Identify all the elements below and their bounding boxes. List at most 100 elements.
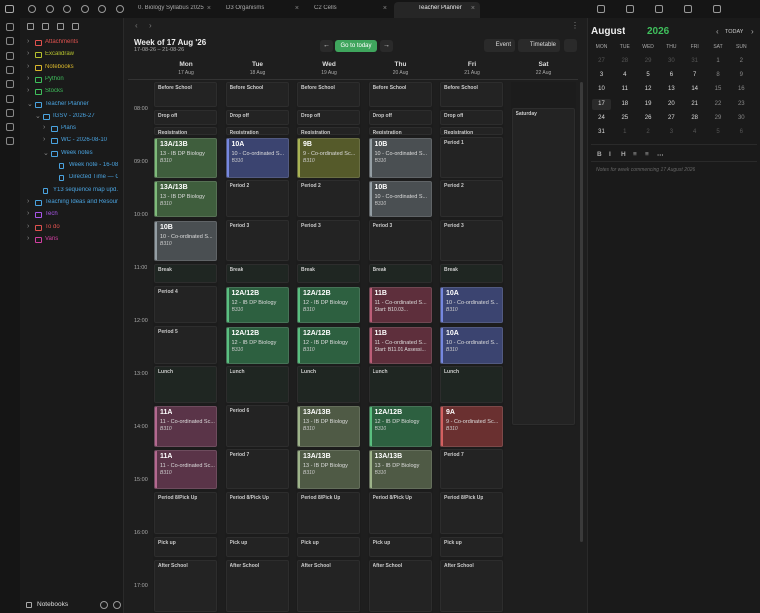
event-button[interactable]: Event bbox=[484, 39, 515, 52]
event-card[interactable]: 13A/13B 13 - IB DP Biology B310 bbox=[154, 181, 217, 217]
tree-item[interactable]: › Attachments bbox=[27, 38, 118, 49]
period-slot[interactable]: Break bbox=[225, 264, 289, 283]
period-slot[interactable]: Saturday bbox=[511, 108, 575, 425]
period-slot[interactable]: Registration bbox=[225, 127, 289, 135]
rail-icon[interactable] bbox=[6, 23, 14, 31]
period-slot[interactable]: Period 2 bbox=[297, 180, 360, 217]
event-card[interactable]: 13A/13B 13 - IB DP Biology B310 bbox=[154, 138, 217, 178]
tree-item[interactable]: › Stocks bbox=[27, 87, 118, 98]
event-card[interactable]: 12A/12B 12 - IB DP Biology B310 bbox=[368, 406, 432, 447]
rail-icon[interactable] bbox=[6, 51, 14, 60]
period-slot[interactable]: Drop off bbox=[154, 110, 217, 125]
period-slot[interactable]: Period 8/Pick Up bbox=[440, 492, 503, 534]
period-slot[interactable]: Break bbox=[297, 264, 360, 283]
calendar-day[interactable]: 20 bbox=[668, 100, 675, 107]
event-card[interactable]: 13A/13B 13 - IB DP Biology B310 bbox=[297, 450, 360, 489]
calendar-day[interactable]: 1 bbox=[716, 58, 720, 64]
bookmark-icon[interactable] bbox=[45, 5, 54, 13]
period-slot[interactable]: Period 8/Pick Up bbox=[297, 492, 360, 534]
period-slot[interactable]: Drop off bbox=[368, 110, 432, 125]
event-card[interactable]: 10B 10 - Co-ordinated S... B310 bbox=[368, 181, 432, 217]
period-slot[interactable]: Before School bbox=[154, 82, 217, 107]
event-card[interactable]: 11A 11 - Co-ordinated Sc... B310 bbox=[154, 406, 217, 447]
period-slot[interactable]: Period 2 bbox=[440, 180, 503, 217]
tab[interactable]: Teacher Planner × bbox=[394, 2, 480, 18]
tab-close[interactable]: × bbox=[294, 5, 299, 12]
period-slot[interactable]: Pick up bbox=[297, 537, 360, 557]
event-card[interactable]: 11B 11 - Co-ordinated S... Start: B10.03..… bbox=[368, 287, 432, 323]
event-card[interactable]: 12A/12B 12 - IB DP Biology B310 bbox=[225, 287, 289, 323]
period-slot[interactable]: Period 1 bbox=[440, 137, 503, 178]
period-slot[interactable]: Lunch bbox=[154, 366, 217, 403]
tab-close[interactable]: × bbox=[382, 5, 387, 12]
sidebar-tool[interactable] bbox=[27, 23, 34, 30]
tree-item[interactable]: › Teaching Ideas and Resour... bbox=[27, 198, 118, 209]
calendar-day[interactable]: 5 bbox=[716, 129, 720, 135]
prev-week[interactable]: ← bbox=[320, 40, 333, 52]
period-slot[interactable]: Pick up bbox=[368, 537, 432, 557]
calendar-day[interactable]: 2 bbox=[646, 129, 650, 135]
period-slot[interactable]: Lunch bbox=[440, 366, 503, 403]
calendar-day[interactable]: 31 bbox=[691, 58, 699, 64]
rail-icon[interactable] bbox=[6, 80, 14, 89]
format-button[interactable]: B bbox=[597, 151, 602, 158]
period-slot[interactable]: Lunch bbox=[368, 366, 432, 403]
settings-button[interactable] bbox=[564, 39, 577, 52]
format-button[interactable]: I bbox=[609, 151, 611, 158]
next-month[interactable]: › bbox=[751, 27, 754, 36]
rail-icon[interactable] bbox=[6, 37, 14, 46]
format-button[interactable]: ≡ bbox=[645, 151, 649, 158]
period-slot[interactable]: After School bbox=[297, 560, 360, 612]
rail-icon[interactable] bbox=[6, 123, 14, 132]
plugin-icon[interactable] bbox=[115, 5, 124, 13]
calendar-day[interactable]: 28 bbox=[621, 58, 629, 64]
calendar-day[interactable]: 29 bbox=[644, 58, 652, 64]
tree-item[interactable]: ⌄ Teacher Planner bbox=[27, 100, 118, 111]
sidebar-toggle[interactable] bbox=[5, 5, 14, 13]
help-icon[interactable] bbox=[100, 601, 108, 609]
tab[interactable]: D3 Organisms × bbox=[218, 2, 304, 18]
calendar-day[interactable]: 8 bbox=[716, 72, 720, 79]
event-card[interactable]: 10B 10 - Co-ordinated S... B310 bbox=[154, 221, 217, 261]
tree-item[interactable]: Directed Time — Gui... bbox=[51, 173, 118, 184]
period-slot[interactable]: Registration bbox=[440, 127, 503, 135]
period-slot[interactable]: Drop off bbox=[297, 110, 360, 125]
period-slot[interactable]: Before School bbox=[297, 82, 360, 107]
period-slot[interactable]: Period 3 bbox=[368, 220, 432, 261]
today-button[interactable]: Go to today bbox=[335, 40, 377, 52]
calendar-day[interactable]: 25 bbox=[621, 114, 629, 121]
sidebar-tool[interactable] bbox=[57, 23, 64, 30]
calendar-day[interactable]: 22 bbox=[714, 100, 722, 107]
period-slot[interactable]: Period 4 bbox=[154, 286, 217, 323]
period-slot[interactable]: Before School bbox=[225, 82, 289, 107]
calendar-day[interactable]: 19 bbox=[644, 100, 652, 107]
settings-icon[interactable] bbox=[113, 601, 121, 609]
calendar-day[interactable]: 17 bbox=[592, 98, 611, 110]
calendar-day[interactable]: 12 bbox=[644, 86, 652, 93]
calendar-day[interactable]: 7 bbox=[693, 72, 697, 79]
tree-item[interactable]: › Excalidraw bbox=[27, 50, 118, 61]
format-button[interactable]: ≡ bbox=[633, 151, 637, 158]
period-slot[interactable]: Drop off bbox=[440, 110, 503, 125]
period-slot[interactable]: Period 8/Pick Up bbox=[154, 492, 217, 534]
calendar-day[interactable]: 28 bbox=[691, 114, 699, 121]
period-slot[interactable]: Period 2 bbox=[225, 180, 289, 217]
period-slot[interactable]: Period 8/Pick Up bbox=[368, 492, 432, 534]
period-slot[interactable]: Period 8/Pick Up bbox=[225, 492, 289, 534]
calendar-day[interactable]: 29 bbox=[714, 114, 722, 121]
graph-icon[interactable] bbox=[98, 5, 106, 13]
format-button[interactable]: ⋯ bbox=[657, 152, 664, 159]
calendar-day[interactable]: 3 bbox=[599, 72, 604, 79]
sidebar-tool[interactable] bbox=[72, 23, 79, 30]
event-card[interactable]: 9A 9 - Co-ordinated Sc... B310 bbox=[440, 406, 503, 447]
period-slot[interactable]: Period 3 bbox=[225, 220, 289, 261]
tree-item[interactable]: › Tech bbox=[27, 210, 118, 221]
panel-icon[interactable] bbox=[597, 5, 605, 13]
calendar-day[interactable]: 4 bbox=[623, 72, 627, 79]
period-slot[interactable]: Period 6 bbox=[225, 405, 289, 447]
calendar-day[interactable]: 18 bbox=[621, 100, 629, 107]
event-card[interactable]: 10A 10 - Co-ordinated S... B310 bbox=[440, 327, 503, 364]
calendar-day[interactable]: 15 bbox=[714, 86, 722, 93]
folder-icon[interactable] bbox=[63, 5, 71, 13]
rail-icon[interactable] bbox=[6, 65, 14, 74]
